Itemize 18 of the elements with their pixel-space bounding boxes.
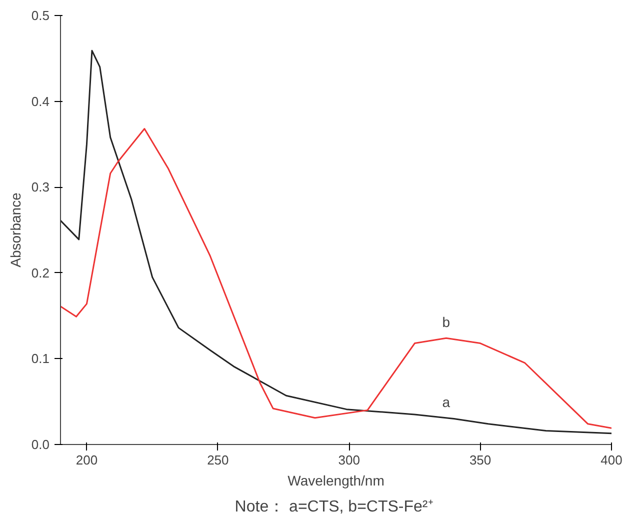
y-tick-label: 0.0 <box>31 437 50 452</box>
text: Note： a=CTS, b=CTS-Fe²⁺ <box>234 498 433 516</box>
line-series <box>60 50 612 434</box>
y-tick-label: 0.3 <box>31 180 50 195</box>
x-tick-label: 300 <box>338 452 360 468</box>
line-series <box>60 128 612 429</box>
y-axis-title: Absorbance <box>7 192 24 268</box>
y-tick-label: 0.5 <box>31 8 50 23</box>
x-tick-label: 200 <box>76 452 98 468</box>
x-axis-title: Wavelength/nm <box>288 472 384 488</box>
y-tick-label: 0.1 <box>31 351 50 366</box>
series-label: a <box>442 394 450 410</box>
y-tick-label: 0.4 <box>31 94 50 109</box>
x-tick-label: 400 <box>600 452 622 468</box>
series-label: b <box>442 314 450 330</box>
y-tick-label: 0.2 <box>31 265 50 280</box>
x-tick-label: 250 <box>207 452 229 468</box>
x-tick-label: 350 <box>469 452 492 468</box>
